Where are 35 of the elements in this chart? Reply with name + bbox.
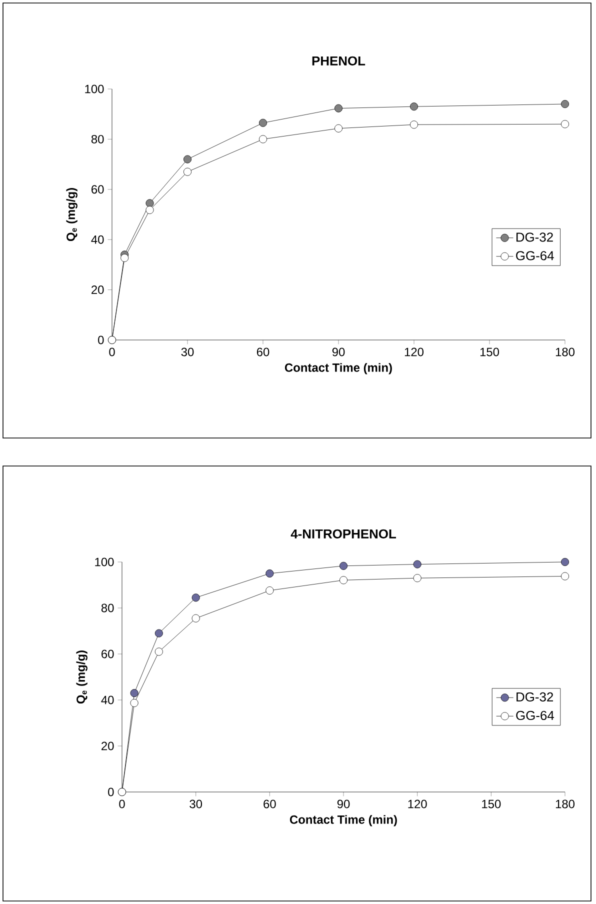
x-tick-label: 90 [337, 800, 350, 808]
y-tick-label: 40 [101, 696, 114, 704]
x-tick-label: 60 [264, 800, 276, 808]
x-tick-label: 30 [181, 348, 194, 356]
legend-label: DG-32 [516, 232, 553, 242]
y-tick-label: 20 [102, 742, 114, 750]
y-tick-label: 0 [98, 336, 104, 344]
y-tick-label: 80 [101, 604, 114, 612]
x-tick-label: 180 [556, 348, 575, 356]
x-tick-label: 150 [480, 348, 500, 356]
x-axis-title: Contact Time (min) [284, 363, 392, 374]
y-tick-label: 100 [85, 84, 104, 94]
y-tick-label: 60 [102, 650, 114, 658]
y-axis-title: Q$_{e}$ (mg/g) [76, 650, 88, 704]
chart-title: PHENOL [312, 56, 366, 66]
x-tick-label: 150 [482, 800, 501, 808]
legend-label: GG-64 [516, 710, 554, 720]
x-tick-label: 30 [190, 800, 202, 808]
chart-title: 4-NITROPHENOL [290, 529, 396, 538]
x-tick-label: 180 [556, 800, 575, 808]
y-tick-label: 0 [108, 788, 114, 796]
x-tick-label: 60 [256, 348, 270, 356]
y-tick-label: 20 [92, 286, 104, 294]
y-tick-label: 100 [95, 558, 114, 566]
x-tick-label: 90 [332, 348, 345, 356]
x-tick-label: 0 [119, 800, 125, 808]
x-tick-label: 120 [408, 800, 427, 808]
legend-label: GG-64 [516, 251, 554, 260]
x-axis-title: Contact Time (min) [290, 815, 397, 826]
y-tick-label: 40 [91, 235, 104, 244]
y-tick-label: 80 [91, 134, 104, 144]
y-axis-title: Q$_{e}$ (mg/g) [66, 188, 78, 242]
y-tick-label: 60 [92, 185, 104, 194]
legend-label: DG-32 [516, 692, 554, 702]
x-tick-label: 120 [404, 348, 424, 356]
